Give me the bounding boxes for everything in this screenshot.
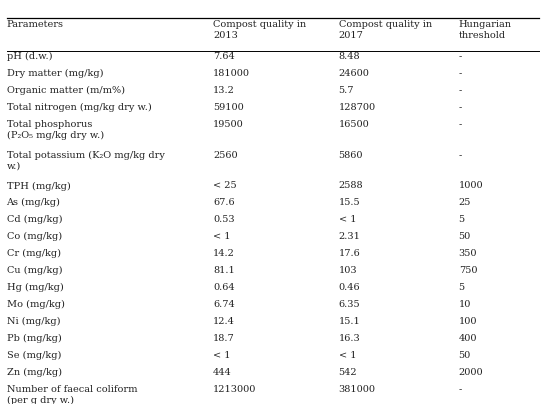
Text: Cu (mg/kg): Cu (mg/kg) — [7, 266, 62, 276]
Text: 350: 350 — [459, 249, 477, 258]
Text: Total nitrogen (mg/kg dry w.): Total nitrogen (mg/kg dry w.) — [7, 103, 151, 112]
Text: < 25: < 25 — [213, 181, 236, 190]
Text: 19500: 19500 — [213, 120, 244, 129]
Text: Mo (mg/kg): Mo (mg/kg) — [7, 300, 64, 309]
Text: 2000: 2000 — [459, 368, 483, 377]
Text: 13.2: 13.2 — [213, 86, 235, 95]
Text: 0.53: 0.53 — [213, 215, 235, 224]
Text: < 1: < 1 — [213, 232, 230, 241]
Text: 15.1: 15.1 — [339, 317, 360, 326]
Text: As (mg/kg): As (mg/kg) — [7, 198, 61, 208]
Text: 128700: 128700 — [339, 103, 376, 112]
Text: 5860: 5860 — [339, 151, 363, 160]
Text: Number of faecal coliform
(per g dry w.): Number of faecal coliform (per g dry w.) — [7, 385, 137, 404]
Text: 381000: 381000 — [339, 385, 376, 394]
Text: 0.64: 0.64 — [213, 283, 235, 292]
Text: 18.7: 18.7 — [213, 334, 235, 343]
Text: 2560: 2560 — [213, 151, 238, 160]
Text: 1000: 1000 — [459, 181, 483, 190]
Text: Organic matter (m/m%): Organic matter (m/m%) — [7, 86, 124, 95]
Text: 0.46: 0.46 — [339, 283, 360, 292]
Text: Ni (mg/kg): Ni (mg/kg) — [7, 317, 60, 326]
Text: 181000: 181000 — [213, 69, 250, 78]
Text: Compost quality in
2013: Compost quality in 2013 — [213, 20, 306, 40]
Text: Zn (mg/kg): Zn (mg/kg) — [7, 368, 62, 377]
Text: 14.2: 14.2 — [213, 249, 235, 258]
Text: 6.74: 6.74 — [213, 300, 235, 309]
Text: Co (mg/kg): Co (mg/kg) — [7, 232, 62, 242]
Text: -: - — [459, 120, 462, 129]
Text: 5: 5 — [459, 215, 465, 224]
Text: 16.3: 16.3 — [339, 334, 360, 343]
Text: -: - — [459, 69, 462, 78]
Text: 10: 10 — [459, 300, 471, 309]
Text: -: - — [459, 86, 462, 95]
Text: < 1: < 1 — [339, 351, 356, 360]
Text: -: - — [459, 385, 462, 394]
Text: 7.64: 7.64 — [213, 52, 235, 61]
Text: 12.4: 12.4 — [213, 317, 235, 326]
Text: Total potassium (K₂O mg/kg dry
w.): Total potassium (K₂O mg/kg dry w.) — [7, 151, 164, 171]
Text: 6.35: 6.35 — [339, 300, 360, 309]
Text: Cr (mg/kg): Cr (mg/kg) — [7, 249, 61, 259]
Text: < 1: < 1 — [339, 215, 356, 224]
Text: -: - — [459, 52, 462, 61]
Text: 2.31: 2.31 — [339, 232, 360, 241]
Text: 444: 444 — [213, 368, 232, 377]
Text: 5.7: 5.7 — [339, 86, 354, 95]
Text: 24600: 24600 — [339, 69, 370, 78]
Text: 50: 50 — [459, 351, 471, 360]
Text: 2588: 2588 — [339, 181, 363, 190]
Text: < 1: < 1 — [213, 351, 230, 360]
Text: 8.48: 8.48 — [339, 52, 360, 61]
Text: 5: 5 — [459, 283, 465, 292]
Text: 542: 542 — [339, 368, 357, 377]
Text: Se (mg/kg): Se (mg/kg) — [7, 351, 61, 360]
Text: Total phosphorus
(P₂O₅ mg/kg dry w.): Total phosphorus (P₂O₅ mg/kg dry w.) — [7, 120, 104, 140]
Text: -: - — [459, 151, 462, 160]
Text: Cd (mg/kg): Cd (mg/kg) — [7, 215, 62, 225]
Text: 15.5: 15.5 — [339, 198, 360, 207]
Text: Hg (mg/kg): Hg (mg/kg) — [7, 283, 63, 292]
Text: 25: 25 — [459, 198, 471, 207]
Text: 59100: 59100 — [213, 103, 244, 112]
Text: 100: 100 — [459, 317, 477, 326]
Text: Dry matter (mg/kg): Dry matter (mg/kg) — [7, 69, 103, 78]
Text: 17.6: 17.6 — [339, 249, 360, 258]
Text: 400: 400 — [459, 334, 477, 343]
Text: 67.6: 67.6 — [213, 198, 235, 207]
Text: 81.1: 81.1 — [213, 266, 235, 275]
Text: 50: 50 — [459, 232, 471, 241]
Text: Parameters: Parameters — [7, 20, 63, 29]
Text: 103: 103 — [339, 266, 357, 275]
Text: -: - — [459, 103, 462, 112]
Text: TPH (mg/kg): TPH (mg/kg) — [7, 181, 70, 191]
Text: 750: 750 — [459, 266, 477, 275]
Text: Compost quality in
2017: Compost quality in 2017 — [339, 20, 432, 40]
Text: Pb (mg/kg): Pb (mg/kg) — [7, 334, 61, 343]
Text: Hungarian
threshold: Hungarian threshold — [459, 20, 512, 40]
Text: 16500: 16500 — [339, 120, 369, 129]
Text: pH (d.w.): pH (d.w.) — [7, 52, 52, 61]
Text: 1213000: 1213000 — [213, 385, 256, 394]
